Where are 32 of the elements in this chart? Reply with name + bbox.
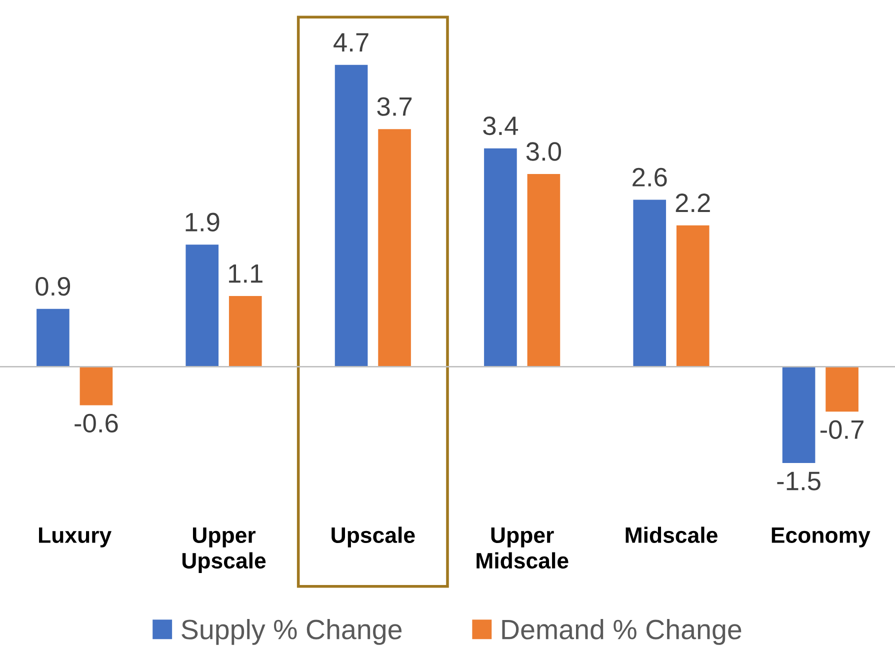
data-label: -1.5 [777,472,820,490]
data-label: 4.7 [334,33,368,52]
data-label: 1.9 [186,212,220,232]
bar [36,308,70,367]
data-label: 1.1 [229,264,262,283]
bar [334,64,368,367]
data-label: 3.4 [483,116,518,136]
x-tick-label: Upscale [332,526,415,548]
x-tick-label: Midscale [626,526,718,544]
data-label: -0.6 [74,414,118,433]
x-tick-label: Luxury [39,528,112,548]
legend-label: Demand % Change [502,618,742,645]
bar [186,244,219,367]
bar [676,225,710,367]
bar [80,366,113,406]
x-tick-label: Upper Upscale [182,528,266,573]
x-tick-label: Upper Midscale [476,528,568,569]
data-label: 2.6 [632,168,667,187]
data-label: 0.9 [36,277,70,296]
data-label: 3.0 [526,142,562,161]
bar [228,296,262,367]
legend-label: Supply % Change [182,618,402,645]
bar [378,129,411,367]
x-tick-label: Economy [772,528,870,548]
bar [782,366,816,463]
bar [484,148,517,367]
data-label: 3.7 [377,97,412,116]
bar [826,366,858,412]
data-label: -0.7 [820,420,864,439]
bar [527,174,560,367]
data-label: 2.2 [676,194,710,212]
bar [633,200,666,367]
